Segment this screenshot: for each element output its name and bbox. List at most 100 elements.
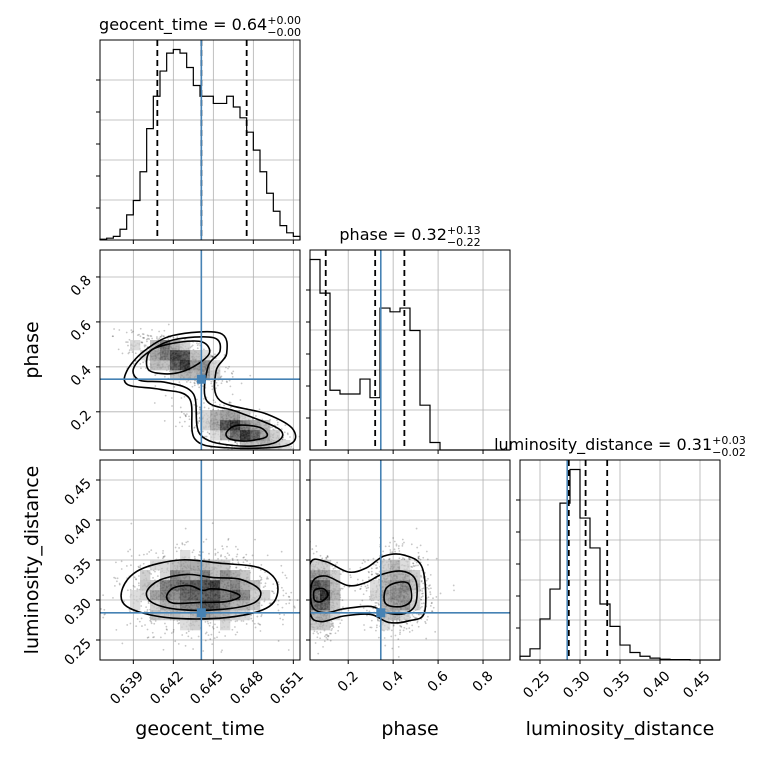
sample-point — [246, 560, 248, 562]
sample-point — [296, 599, 299, 602]
sample-point — [234, 620, 237, 623]
sample-point — [251, 620, 254, 622]
sample-point — [198, 420, 201, 422]
sample-point — [178, 421, 181, 424]
sample-point — [138, 554, 141, 557]
sample-point — [140, 617, 143, 620]
sample-point — [138, 566, 140, 569]
sample-point — [132, 330, 134, 333]
sample-point — [163, 420, 166, 422]
sample-point — [232, 370, 235, 373]
sample-point — [259, 575, 261, 578]
sample-point — [306, 603, 308, 605]
sample-point — [184, 414, 187, 416]
sample-point — [125, 341, 128, 343]
sample-point — [231, 393, 234, 396]
sample-point — [431, 610, 433, 613]
sample-point — [303, 579, 305, 581]
sample-point — [217, 557, 219, 560]
sample-point — [393, 540, 396, 543]
sample-point — [211, 355, 213, 358]
density-cell — [260, 430, 271, 441]
sample-point — [212, 380, 215, 382]
sample-point — [186, 540, 189, 543]
sample-point — [361, 579, 364, 582]
sample-point — [260, 564, 263, 566]
sample-point — [285, 602, 288, 605]
sample-point — [82, 551, 84, 553]
sample-point — [139, 335, 142, 338]
sample-point — [330, 625, 333, 627]
sample-point — [198, 412, 200, 415]
sample-point — [102, 594, 105, 597]
density-cell — [180, 620, 191, 631]
sample-point — [251, 456, 253, 458]
sample-point — [421, 605, 423, 608]
density-cell — [240, 570, 251, 581]
hist-luminosity_distance-xtick-label: 0.30 — [560, 668, 593, 701]
sample-point — [192, 549, 195, 552]
sample-point — [259, 569, 262, 571]
sample-point — [312, 552, 315, 555]
sample-point — [181, 543, 184, 546]
sample-point — [231, 375, 234, 378]
sample-point — [102, 616, 105, 619]
sample-point — [214, 353, 216, 356]
sample-point — [264, 571, 266, 574]
density-cell — [190, 370, 201, 381]
density-cell — [210, 560, 221, 571]
sample-point — [306, 453, 308, 455]
density-cell — [150, 560, 161, 571]
sample-point — [203, 558, 206, 561]
hist-luminosity_distance-frame — [519, 459, 721, 661]
sample-point — [264, 585, 267, 587]
sample-point — [113, 576, 116, 579]
sample-point — [204, 620, 207, 623]
sample-point — [130, 555, 133, 557]
sample-point — [236, 553, 239, 556]
sample-point — [306, 597, 308, 599]
sample-point — [304, 605, 306, 607]
sample-point — [416, 621, 419, 624]
sample-point — [198, 554, 200, 556]
sample-point — [225, 366, 227, 369]
sample-point — [202, 541, 205, 543]
sample-point — [234, 441, 237, 444]
sample-point — [403, 558, 406, 560]
sample-point — [332, 626, 335, 628]
sample-point — [181, 425, 184, 428]
density-cell — [220, 590, 231, 601]
density-cell — [220, 410, 231, 421]
sample-point — [329, 639, 332, 642]
sample-point — [141, 333, 144, 335]
hist-geocent_time-title: geocent_time = 0.64+0.00 −0.00 — [99, 14, 301, 39]
sample-point — [165, 628, 168, 630]
sample-point — [255, 415, 257, 417]
density-cell — [250, 440, 261, 450]
sample-point — [103, 608, 106, 611]
sample-point — [391, 551, 394, 554]
sample-point — [127, 344, 129, 347]
hist-phase-step — [309, 258, 510, 451]
density-cell — [280, 440, 291, 450]
sample-point — [289, 436, 291, 438]
density-cell — [160, 560, 171, 571]
sample-point — [216, 636, 218, 639]
sample-point — [150, 335, 153, 338]
sample-point — [305, 588, 307, 590]
sample-point — [117, 348, 120, 351]
sample-point — [227, 439, 230, 442]
sample-point — [390, 635, 393, 638]
sample-point — [420, 575, 423, 578]
sample-point — [126, 624, 129, 626]
sample-point — [159, 335, 162, 338]
scatter-geocent_time-luminosity_distance-xtick-label: 0.648 — [227, 668, 267, 708]
sample-point — [211, 355, 214, 358]
sample-point — [147, 337, 149, 340]
sample-point — [121, 352, 124, 355]
sample-point — [188, 425, 191, 428]
sample-point — [118, 583, 121, 586]
sample-point — [100, 608, 102, 610]
sample-point — [146, 636, 149, 639]
sample-point — [301, 604, 303, 606]
